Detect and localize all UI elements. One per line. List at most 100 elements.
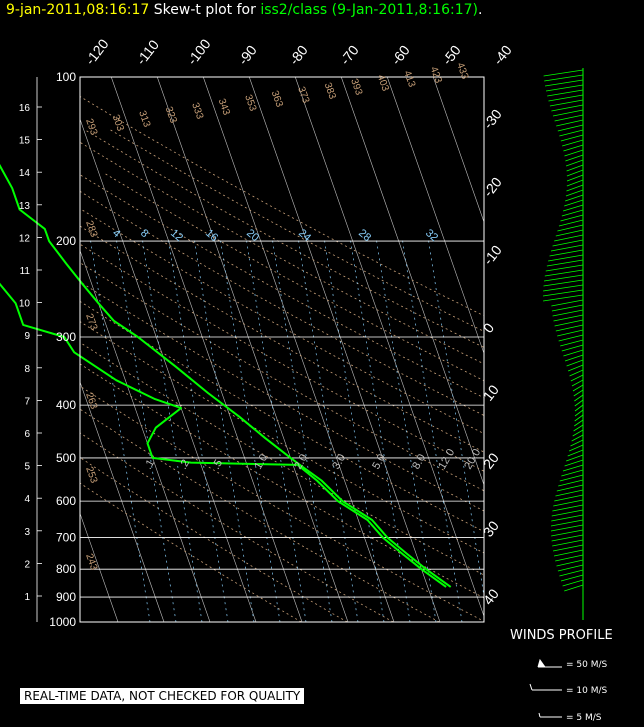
wind-barb xyxy=(560,339,584,347)
wind-barb xyxy=(545,264,584,272)
wind-barb xyxy=(544,74,584,82)
wind-barb xyxy=(551,534,584,542)
wind-barb xyxy=(553,314,584,322)
dry-adiabat-line xyxy=(80,225,484,453)
chart-axes: 1000900800700600500400300200100123456789… xyxy=(19,36,515,629)
mixing-ratio-label: 16 xyxy=(203,227,220,244)
pressure-tick-label: 200 xyxy=(56,234,76,248)
wind-barb xyxy=(556,559,584,567)
wind-barb xyxy=(564,459,584,467)
dry-adiabat-label: 313 xyxy=(136,109,152,129)
wind-barb xyxy=(556,119,584,127)
wind-barb xyxy=(542,289,584,297)
wind-barb xyxy=(556,484,584,492)
wind-barb xyxy=(552,309,584,317)
isotherm-top-label: -60 xyxy=(388,42,413,68)
wind-barb xyxy=(553,549,584,557)
wind-barb xyxy=(570,439,584,447)
dry-adiabat-line xyxy=(80,141,484,365)
dry-adiabat-line xyxy=(80,363,484,599)
wind-barb xyxy=(543,274,584,282)
mixing-ratio-label: 8.0 xyxy=(410,452,428,471)
mixing-ratio-line xyxy=(349,236,411,622)
wind-barb xyxy=(574,399,584,407)
pressure-tick-label: 100 xyxy=(56,70,76,84)
wind-barb xyxy=(552,109,584,117)
isotherm-top-label: -120 xyxy=(82,36,112,68)
wind-barb xyxy=(543,279,584,287)
isotherm-top-label: -70 xyxy=(337,42,362,68)
dry-adiabat-line xyxy=(80,385,484,622)
height-tick-label: 4 xyxy=(24,494,30,505)
mixing-ratio-label: 12 xyxy=(168,227,185,244)
dry-adiabat-label: 403 xyxy=(375,73,391,93)
wind-barb xyxy=(554,114,584,122)
isotherm-right-label: 30 xyxy=(480,518,502,540)
wind-barb xyxy=(572,384,584,392)
mixing-ratio-label: 2.0 xyxy=(292,452,310,471)
mixing-ratio-line xyxy=(219,236,281,622)
isotherm-line xyxy=(156,76,349,623)
height-tick-label: 15 xyxy=(19,136,31,147)
dry-adiabat-label: 413 xyxy=(401,69,417,89)
dry-adiabat-label: 423 xyxy=(428,65,444,85)
isotherm-top-label: -100 xyxy=(184,36,214,68)
height-tick-label: 16 xyxy=(19,103,31,114)
dry-adiabat-label: 373 xyxy=(295,85,311,105)
wind-barb xyxy=(550,519,584,527)
dry-adiabat-line xyxy=(84,129,484,348)
wind-barb xyxy=(566,179,584,187)
isotherm-right-label: 10 xyxy=(480,382,502,404)
wind-barb xyxy=(569,444,584,452)
chart-marks xyxy=(0,164,452,588)
mixing-ratio-label: 32 xyxy=(423,227,440,244)
wind-barb xyxy=(559,129,584,137)
isotherm-right-label: 0 xyxy=(480,320,498,336)
height-tick-label: 1 xyxy=(24,592,30,603)
dry-adiabat-label: 383 xyxy=(322,81,338,101)
temperature-profile-line xyxy=(0,164,452,588)
wind-barb xyxy=(555,324,584,332)
height-tick-label: 5 xyxy=(24,462,30,473)
isotherm-line xyxy=(386,76,485,354)
wind-barb xyxy=(573,389,584,397)
title-period: . xyxy=(477,2,483,18)
wind-barb xyxy=(548,254,584,262)
dry-adiabat-line xyxy=(81,209,484,435)
height-tick-label: 10 xyxy=(19,299,31,310)
wind-barb xyxy=(563,349,584,357)
isotherm-line xyxy=(294,76,485,617)
wind-barb xyxy=(545,84,584,92)
mixing-ratio-label: .1 xyxy=(142,458,157,472)
pressure-tick-label: 700 xyxy=(56,531,76,545)
plot-frame xyxy=(79,76,485,623)
quality-notice: REAL-TIME DATA, NOT CHECKED FOR QUALITY xyxy=(20,688,305,704)
height-tick-label: 9 xyxy=(24,331,30,342)
title-label: Skew-t plot for xyxy=(153,2,256,18)
wind-barb xyxy=(558,219,584,227)
dry-adiabat-line xyxy=(80,96,484,317)
wind-barb xyxy=(559,569,584,577)
winds-profile-title: WINDS PROFILE xyxy=(510,628,613,643)
dry-adiabat-line xyxy=(103,172,484,382)
wind-barb xyxy=(566,184,584,192)
wind-key-barb-50 xyxy=(537,658,562,668)
wind-barb xyxy=(562,204,584,212)
wind-key-10: = 10 M/S xyxy=(566,686,608,696)
dry-adiabat-line xyxy=(80,262,484,492)
pressure-tick-label: 400 xyxy=(56,398,76,412)
dry-adiabat-label: 253 xyxy=(83,465,99,485)
wind-barb xyxy=(560,134,584,142)
title-timestamp: 9-jan-2011,08:16:17 xyxy=(6,2,150,18)
dry-adiabat-label: 283 xyxy=(83,219,99,239)
isotherm-top-label: -80 xyxy=(286,42,311,68)
wind-barb xyxy=(574,404,584,412)
wind-barb xyxy=(566,164,584,172)
height-tick-label: 11 xyxy=(20,266,31,277)
dry-adiabat-label: 273 xyxy=(83,312,99,332)
wind-barb xyxy=(565,189,584,197)
mixing-ratio-line xyxy=(271,236,333,622)
title-time: (9-Jan-2011,8:16:17) xyxy=(331,2,478,18)
wind-barb xyxy=(566,169,584,177)
